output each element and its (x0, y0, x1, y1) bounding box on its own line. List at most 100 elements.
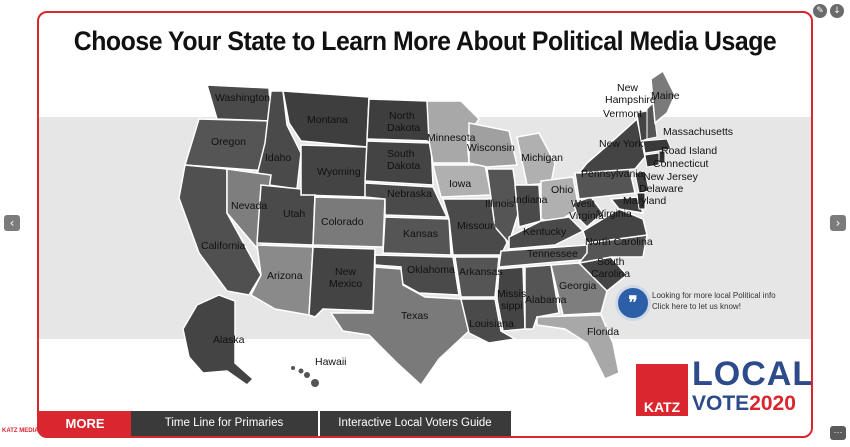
state-arkansas[interactable] (454, 256, 500, 298)
label-california: California (201, 240, 246, 252)
label-connecticut: Connecticut (653, 158, 709, 170)
label-oklahoma: Oklahoma (407, 264, 455, 276)
more-options-button[interactable]: ··· (830, 426, 846, 440)
state-texas[interactable] (329, 266, 470, 387)
label-wyoming: Wyoming (317, 166, 361, 178)
label-new-hampshire-2: Hampshire (605, 94, 656, 106)
logo-local-text: LOCAL (692, 355, 813, 393)
state-virginia[interactable] (582, 208, 648, 244)
label-delaware: Delaware (639, 183, 684, 195)
label-utah: Utah (283, 208, 305, 220)
logo-year: 2020 (749, 392, 796, 415)
label-missouri: Missouri (457, 220, 496, 232)
label-hawaii: Hawaii (315, 356, 347, 368)
state-illinois[interactable] (486, 168, 520, 245)
state-michigan[interactable] (516, 132, 556, 186)
label-south-carolina-2: Carolina (591, 268, 630, 280)
label-ohio: Ohio (551, 184, 573, 196)
label-minnesota: Minnesota (427, 132, 476, 144)
state-hawaii[interactable] (291, 366, 319, 387)
label-west-virginia-2: Virginia (569, 210, 604, 222)
label-kansas: Kansas (403, 228, 438, 240)
quote-icon[interactable]: ❞ (615, 285, 651, 321)
label-idaho: Idaho (265, 152, 291, 164)
corner-logo: KATZ MEDIA (2, 428, 39, 434)
label-alabama: Alabama (525, 294, 567, 306)
prev-slide-button[interactable]: ‹ (4, 215, 20, 231)
state-connecticut[interactable] (644, 152, 660, 168)
state-rhode-island[interactable] (658, 150, 666, 164)
label-arkansas: Arkansas (459, 266, 503, 278)
state-new-hampshire[interactable] (646, 101, 658, 140)
label-north-dakota-2: Dakota (387, 122, 420, 134)
more-button[interactable]: MORE (39, 411, 131, 436)
label-washington: Washington (215, 92, 270, 104)
state-nebraska[interactable] (364, 182, 449, 218)
label-new-jersey: New Jersey (643, 171, 699, 183)
label-montana: Montana (307, 114, 348, 126)
state-indiana[interactable] (514, 184, 542, 228)
label-louisiana: Louisiana (469, 318, 514, 330)
state-wisconsin[interactable] (468, 122, 518, 168)
label-new-mexico-1: New (335, 266, 356, 278)
label-maine: Maine (651, 90, 680, 102)
feedback-text[interactable]: Looking for more local Political info Cl… (652, 290, 802, 312)
label-south-dakota-2: Dakota (387, 160, 420, 172)
label-arizona: Arizona (267, 270, 303, 282)
feedback-line-1: Looking for more local Political info (652, 291, 776, 300)
label-mississippi-2: sippi (501, 300, 523, 312)
label-kentucky: Kentucky (523, 226, 567, 238)
label-west-virginia-1: West (571, 198, 595, 210)
label-north-carolina: North Carolina (585, 236, 653, 248)
label-michigan: Michigan (521, 152, 563, 164)
feedback-line-2: Click here to let us know! (652, 302, 741, 311)
state-alaska[interactable] (182, 294, 255, 386)
label-rhode-island: Road Island (661, 145, 717, 157)
state-montana[interactable] (282, 90, 370, 148)
katz-local-vote-logo: KATZ LOCAL VOTE2020 (636, 355, 811, 420)
download-icon[interactable]: ↓ (830, 4, 844, 18)
timeline-button[interactable]: Time Line for Primaries (164, 417, 284, 429)
state-maryland[interactable] (609, 196, 645, 214)
label-georgia: Georgia (559, 280, 597, 292)
label-illinois: Illinois (485, 198, 514, 210)
state-florida[interactable] (536, 314, 620, 380)
logo-vote-word: VOTE (692, 392, 750, 415)
state-new-mexico[interactable] (308, 246, 376, 318)
label-pennsylvania: Pennsylvania (581, 168, 644, 180)
bottom-nav-bar: MORE Time Line for Primaries Interactive… (39, 411, 511, 436)
label-indiana: Indiana (513, 194, 548, 206)
label-south-dakota-1: South (387, 148, 415, 160)
bar-divider (318, 411, 320, 436)
label-florida: Florida (587, 326, 619, 338)
edit-icon[interactable]: ✎ (813, 4, 827, 18)
state-south-dakota[interactable] (364, 140, 434, 186)
state-massachusetts[interactable] (642, 138, 672, 154)
state-utah[interactable] (256, 184, 316, 246)
state-georgia[interactable] (550, 262, 608, 316)
label-oregon: Oregon (211, 136, 246, 148)
label-maryland: Maryland (623, 195, 666, 207)
label-massachusetts: Massachusetts (663, 126, 733, 138)
slide-card: Choose Your State to Learn More About Po… (37, 11, 813, 438)
state-louisiana[interactable] (460, 298, 518, 344)
label-mississippi-1: Missis (497, 288, 526, 300)
label-wisconsin: Wisconsin (467, 142, 515, 154)
label-new-mexico-2: Mexico (329, 278, 362, 290)
state-delaware[interactable] (636, 192, 646, 210)
state-minnesota[interactable] (426, 100, 480, 164)
voters-guide-button[interactable]: Interactive Local Voters Guide (338, 417, 492, 429)
label-nevada: Nevada (231, 200, 267, 212)
label-iowa: Iowa (449, 178, 471, 190)
label-alaska: Alaska (213, 334, 245, 346)
state-new-jersey[interactable] (634, 170, 650, 194)
state-ohio[interactable] (540, 176, 580, 224)
label-north-dakota-1: North (389, 110, 415, 122)
label-colorado: Colorado (321, 216, 364, 228)
state-kansas[interactable] (382, 216, 452, 256)
state-maine[interactable] (650, 69, 676, 125)
label-south-carolina-1: South (597, 256, 625, 268)
label-new-hampshire-1: New (617, 82, 638, 94)
state-mississippi[interactable] (496, 266, 526, 332)
next-slide-button[interactable]: › (830, 215, 846, 231)
